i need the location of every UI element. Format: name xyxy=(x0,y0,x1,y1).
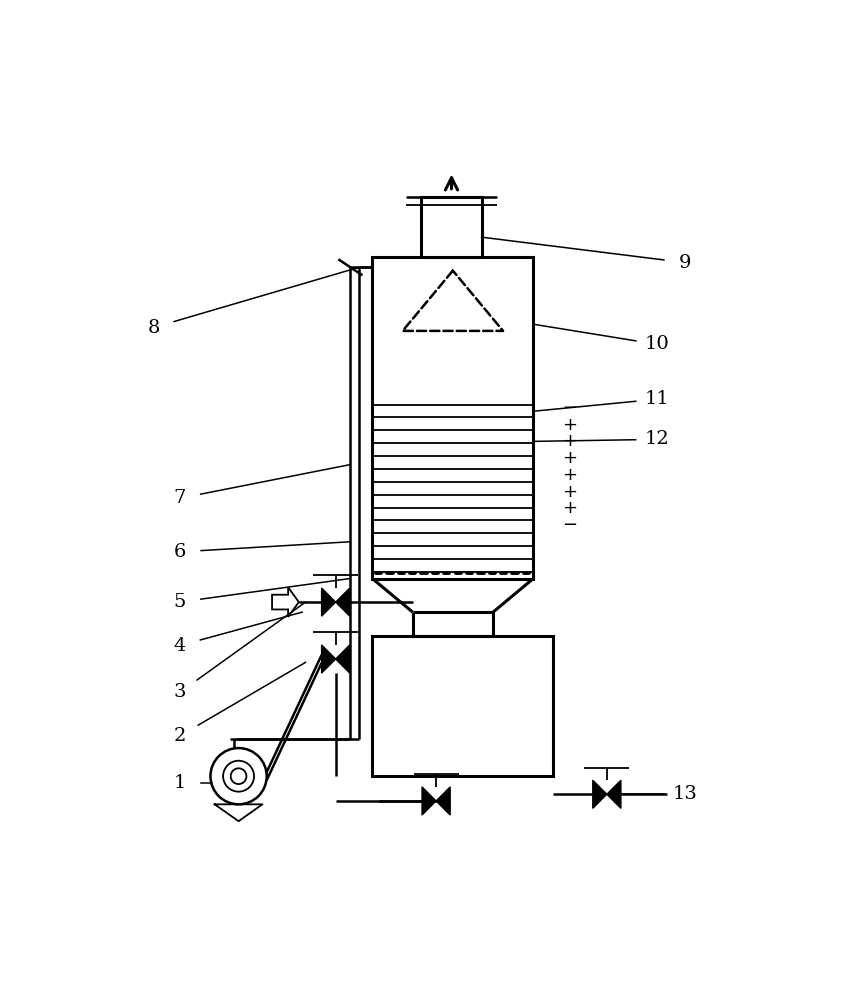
Text: 4: 4 xyxy=(174,637,186,655)
Text: 3: 3 xyxy=(174,683,186,701)
Polygon shape xyxy=(436,787,450,815)
Text: 10: 10 xyxy=(645,335,670,353)
Polygon shape xyxy=(272,587,299,617)
Polygon shape xyxy=(335,588,350,616)
Text: 8: 8 xyxy=(148,319,160,337)
Text: +: + xyxy=(562,416,577,434)
Text: 12: 12 xyxy=(645,430,670,448)
Bar xyxy=(372,636,553,776)
Text: 9: 9 xyxy=(679,254,691,272)
Text: +: + xyxy=(562,449,577,467)
Text: 7: 7 xyxy=(174,489,186,507)
Polygon shape xyxy=(335,645,350,673)
Polygon shape xyxy=(321,645,335,673)
Polygon shape xyxy=(321,588,335,616)
Text: +: + xyxy=(562,499,577,517)
Text: 11: 11 xyxy=(645,390,670,408)
Text: 1: 1 xyxy=(174,774,186,792)
Polygon shape xyxy=(422,787,436,815)
Bar xyxy=(422,197,481,257)
Text: 6: 6 xyxy=(174,543,186,561)
Text: −: − xyxy=(562,516,578,534)
Text: +: + xyxy=(562,466,577,484)
Bar xyxy=(372,257,533,579)
Text: +: + xyxy=(562,432,577,450)
Polygon shape xyxy=(593,780,607,808)
Text: +: + xyxy=(562,483,577,501)
Text: −: − xyxy=(562,399,578,417)
Text: 2: 2 xyxy=(174,727,186,745)
Text: 5: 5 xyxy=(174,593,186,611)
Polygon shape xyxy=(607,780,621,808)
Text: 13: 13 xyxy=(673,785,697,803)
